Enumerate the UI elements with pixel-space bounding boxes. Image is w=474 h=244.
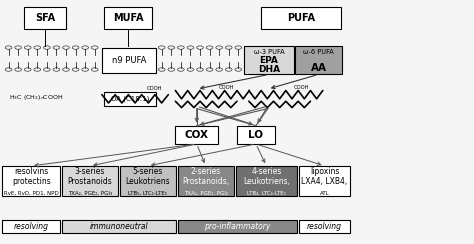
Text: LXA4, LXB4,: LXA4, LXB4, [301, 177, 347, 186]
Text: AA: AA [310, 63, 327, 73]
FancyBboxPatch shape [261, 7, 341, 29]
Text: 3-series: 3-series [75, 167, 105, 176]
Text: pro-inflammatory: pro-inflammatory [204, 222, 271, 231]
Text: OA (C18:1): OA (C18:1) [111, 96, 149, 102]
FancyBboxPatch shape [299, 220, 350, 233]
FancyBboxPatch shape [237, 126, 275, 144]
Text: PUFA: PUFA [287, 13, 315, 23]
Text: MUFA: MUFA [113, 13, 143, 23]
Text: H$_3$C (CH$_2$)$_n$COOH: H$_3$C (CH$_2$)$_n$COOH [9, 93, 64, 102]
Text: LTB₅, LTC₁-LTE₅: LTB₅, LTC₁-LTE₅ [128, 191, 167, 196]
Text: lipoxins: lipoxins [310, 167, 339, 176]
Text: DHA: DHA [258, 65, 280, 74]
FancyBboxPatch shape [299, 166, 350, 196]
Text: Prostanoids,: Prostanoids, [182, 177, 229, 186]
FancyBboxPatch shape [295, 46, 342, 74]
Text: protectins: protectins [12, 177, 51, 186]
Text: LO: LO [248, 130, 264, 140]
Text: resolving: resolving [307, 222, 342, 231]
Text: TXA₂, PGE₂, PGI₂: TXA₂, PGE₂, PGI₂ [183, 191, 228, 196]
Text: COX: COX [185, 130, 209, 140]
Text: ω-6 PUFA: ω-6 PUFA [303, 50, 334, 55]
FancyBboxPatch shape [175, 126, 218, 144]
Text: immunoneutral: immunoneutral [90, 222, 148, 231]
FancyBboxPatch shape [2, 220, 60, 233]
FancyBboxPatch shape [24, 7, 66, 29]
FancyBboxPatch shape [104, 7, 152, 29]
FancyBboxPatch shape [104, 92, 156, 106]
FancyBboxPatch shape [244, 46, 294, 74]
Text: LTB₄, LTC₄-LTE₄: LTB₄, LTC₄-LTE₄ [247, 191, 286, 196]
Text: 5-series: 5-series [133, 167, 163, 176]
Text: RvE, RvD, PD1, NPD: RvE, RvD, PD1, NPD [4, 191, 59, 196]
Text: COOH: COOH [294, 85, 310, 90]
Text: n9 PUFA: n9 PUFA [112, 56, 146, 65]
FancyBboxPatch shape [236, 166, 297, 196]
Text: Leukotriens: Leukotriens [126, 177, 170, 186]
Text: 4-series: 4-series [251, 167, 282, 176]
FancyBboxPatch shape [178, 166, 234, 196]
FancyBboxPatch shape [102, 48, 156, 73]
FancyBboxPatch shape [62, 220, 176, 233]
Text: ω-3 PUFA: ω-3 PUFA [254, 49, 284, 55]
Text: Prostanoids: Prostanoids [68, 177, 112, 186]
Text: resolving: resolving [14, 222, 49, 231]
Text: TXA₂, PGE₂, PGI₃: TXA₂, PGE₂, PGI₃ [68, 191, 112, 196]
Text: Leukotriens,: Leukotriens, [243, 177, 290, 186]
FancyBboxPatch shape [120, 166, 176, 196]
Text: ATL: ATL [319, 191, 329, 196]
FancyBboxPatch shape [178, 220, 297, 233]
Text: COOH: COOH [219, 85, 235, 90]
Text: SFA: SFA [35, 13, 55, 23]
Text: resolvins: resolvins [14, 167, 48, 176]
FancyBboxPatch shape [62, 166, 118, 196]
Text: 2-series: 2-series [191, 167, 221, 176]
FancyBboxPatch shape [2, 166, 60, 196]
Text: COOH: COOH [147, 86, 163, 91]
Text: EPA: EPA [260, 56, 278, 65]
